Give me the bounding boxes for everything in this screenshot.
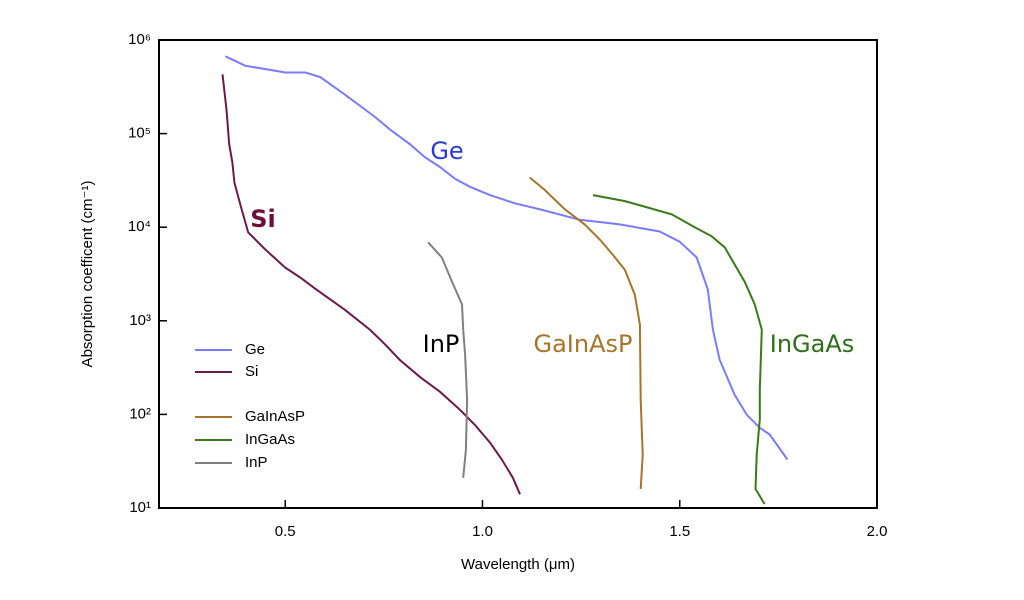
x-tick-label: 0.5 bbox=[275, 523, 296, 540]
series-line bbox=[592, 194, 766, 505]
x-axis-label: Wavelength (μm) bbox=[461, 556, 575, 573]
y-tick-label: 10⁵ bbox=[128, 125, 151, 142]
series-line bbox=[224, 55, 789, 461]
plot-frame bbox=[158, 39, 878, 509]
legend-label: Si bbox=[245, 363, 258, 380]
x-tick-label: 1.5 bbox=[669, 523, 690, 540]
annotation: Si bbox=[250, 205, 276, 233]
y-tick-label: 10³ bbox=[129, 312, 151, 329]
annotation: Ge bbox=[430, 137, 463, 165]
legend-label: InP bbox=[245, 454, 268, 471]
annotation: GaInAsP bbox=[534, 330, 633, 358]
y-tick-label: 10² bbox=[129, 405, 151, 422]
x-tick-label: 1.0 bbox=[472, 523, 493, 540]
y-tick-label: 10⁴ bbox=[128, 218, 151, 235]
series-line bbox=[529, 176, 644, 489]
series-line bbox=[427, 241, 469, 478]
annotation: InGaAs bbox=[770, 330, 855, 358]
legend-label: InGaAs bbox=[245, 431, 295, 448]
y-axis-label: Absorption coefficent (cm⁻¹) bbox=[79, 181, 96, 368]
series-line bbox=[221, 74, 521, 495]
y-tick-label: 10⁶ bbox=[128, 31, 151, 48]
legend-label: Ge bbox=[245, 341, 265, 358]
annotation: InP bbox=[423, 330, 460, 358]
legend-label: GaInAsP bbox=[245, 408, 305, 425]
y-tick-label: 10¹ bbox=[129, 499, 151, 516]
x-tick-label: 2.0 bbox=[867, 523, 888, 540]
